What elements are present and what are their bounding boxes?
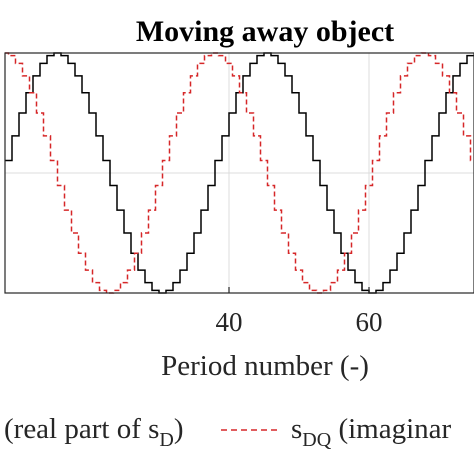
legend-entry-1-prefix: (real part of s xyxy=(4,413,159,445)
x-axis-label: Period number (-) xyxy=(161,350,369,382)
plot-frame xyxy=(4,52,474,294)
x-ticks: 40 60 xyxy=(216,287,383,337)
legend: (real part of sD) sDQ (imaginar xyxy=(4,413,452,451)
series-line-2 xyxy=(5,52,474,294)
chart-title: Moving away object xyxy=(136,15,394,48)
legend-entry-2-text: sDQ (imaginar xyxy=(291,413,452,451)
legend-entry-2-suffix: (imaginar xyxy=(331,413,451,445)
legend-entry-2-sub: DQ xyxy=(302,429,331,451)
x-tick-label-2: 60 xyxy=(356,307,383,337)
legend-entry-1-text: (real part of sD) xyxy=(4,413,184,451)
legend-entry-2-prefix: s xyxy=(291,413,302,445)
x-tick-label-1: 40 xyxy=(216,307,243,337)
gridlines xyxy=(5,53,474,293)
plot-area: 40 60 xyxy=(4,52,474,337)
series-layer xyxy=(5,52,474,294)
legend-entry-1-sub: D xyxy=(159,429,173,451)
legend-entry-1-suffix: ) xyxy=(174,413,184,445)
